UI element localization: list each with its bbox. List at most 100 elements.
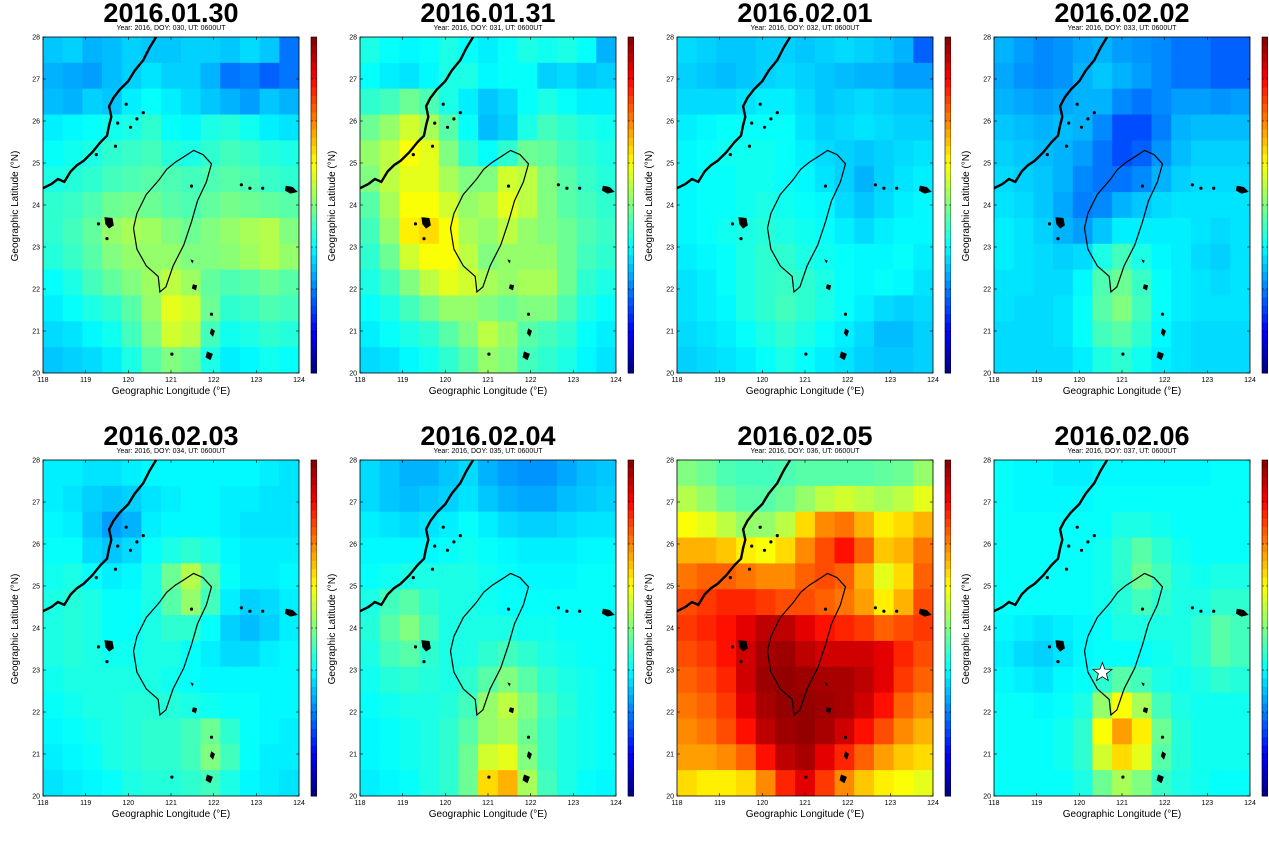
- taiwan-coastline: [766, 149, 847, 294]
- heatmap-cell: [696, 460, 717, 487]
- colorbar-segment: [1262, 552, 1268, 562]
- heatmap-cell: [458, 770, 479, 796]
- green-island: [824, 682, 828, 687]
- heatmap-cell: [200, 114, 221, 141]
- islet: [769, 540, 773, 544]
- heatmap-cell: [596, 192, 616, 219]
- colorbar-segment: [945, 45, 951, 55]
- x-tick-label: 120: [756, 377, 768, 384]
- colorbar-segment: [628, 347, 634, 357]
- heatmap-cell: [834, 589, 855, 616]
- colorbar-segment: [628, 87, 634, 97]
- heatmap-cell: [1092, 37, 1113, 64]
- heatmap-cell: [677, 269, 698, 297]
- heatmap-cell: [1151, 511, 1172, 539]
- heatmap-cell: [677, 744, 698, 771]
- heatmap-cell: [834, 537, 855, 564]
- heatmap-cell: [854, 37, 875, 64]
- heatmap-cell: [1230, 692, 1250, 720]
- heatmap-cell: [1171, 166, 1192, 193]
- heatmap-cell: [360, 217, 381, 245]
- heatmap-cell: [161, 511, 182, 539]
- heatmap-cell: [537, 460, 558, 487]
- islet: [775, 534, 779, 538]
- colorbar-segment: [628, 728, 634, 738]
- x-tick-label: 119: [80, 800, 91, 807]
- green-island: [824, 259, 828, 264]
- panel-title: 2016.02.06: [1054, 421, 1190, 451]
- heatmap-cell: [279, 114, 299, 141]
- colorbar-segment: [1262, 695, 1268, 705]
- heatmap-cell: [379, 615, 400, 642]
- heatmap-cell: [775, 269, 796, 297]
- heatmap-cell: [596, 269, 616, 297]
- heatmap-cell: [913, 192, 933, 219]
- heatmap-cell: [755, 37, 777, 64]
- heatmap-cell: [43, 295, 64, 322]
- heatmap-cell: [696, 589, 717, 616]
- heatmap-cell: [994, 295, 1015, 322]
- heatmap-cell: [220, 347, 241, 373]
- islet: [843, 735, 848, 739]
- heatmap-cell: [1072, 140, 1094, 167]
- heatmap-cell: [854, 269, 875, 297]
- islet: [1056, 660, 1060, 664]
- heatmap-cell: [399, 511, 420, 539]
- heatmap-cell: [1072, 37, 1094, 64]
- heatmap-cell: [736, 166, 757, 193]
- heatmap-cell: [43, 770, 64, 796]
- colorbar-segment: [628, 745, 634, 755]
- heatmap-cell: [379, 217, 400, 245]
- heatmap-cell: [716, 114, 737, 141]
- heatmap-cell: [82, 347, 103, 373]
- colorbar-segment: [311, 460, 317, 469]
- heatmap-cell: [102, 615, 123, 642]
- colorbar-segment: [945, 468, 951, 478]
- colorbar-segment: [628, 230, 634, 240]
- heatmap-cell: [360, 62, 381, 90]
- x-tick-label: 119: [1031, 800, 1042, 807]
- heatmap-cell: [1151, 62, 1172, 90]
- heatmap-cell: [873, 770, 895, 796]
- heatmap-cell: [1190, 321, 1212, 348]
- heatmap-cell: [1112, 460, 1133, 487]
- y-axis-label: Geographic Latitude (°N): [961, 150, 972, 262]
- heatmap-cell: [478, 485, 499, 513]
- heatmap-cell: [360, 295, 381, 322]
- colorbar-segment: [945, 686, 951, 696]
- islet: [411, 153, 415, 157]
- colorbar-segment: [311, 678, 317, 688]
- colorbar-segment: [945, 493, 951, 503]
- heatmap-cell: [537, 692, 558, 720]
- heatmap-cell: [994, 88, 1015, 116]
- colorbar-segment: [628, 611, 634, 621]
- heatmap-cell: [517, 243, 538, 271]
- islet: [762, 548, 767, 552]
- islet: [113, 144, 118, 148]
- colorbar-segment: [1262, 661, 1268, 671]
- islet: [823, 184, 828, 188]
- x-tick-label: 119: [397, 377, 408, 384]
- y-tick-label: 22: [666, 710, 674, 717]
- heatmap-cell: [1151, 460, 1172, 487]
- heatmap-cell: [696, 692, 717, 720]
- colorbar-segment: [311, 247, 317, 256]
- heatmap-cell: [1190, 666, 1212, 694]
- heatmap-cell: [200, 460, 221, 487]
- heatmap-cell: [279, 666, 299, 694]
- heatmap-cell: [994, 744, 1015, 771]
- panel-2016.01.30: 2016.01.30 Year: 2016, DOY: 030, UT: 0600…: [0, 0, 317, 423]
- heatmap-cell: [893, 114, 914, 141]
- heatmap-cell: [537, 347, 558, 373]
- y-tick-label: 26: [666, 119, 674, 126]
- colorbar-segment: [628, 314, 634, 324]
- heatmap-cell: [141, 692, 162, 720]
- colorbar-segment: [311, 297, 317, 307]
- heatmap-cell: [1033, 217, 1054, 245]
- heatmap-cell: [716, 744, 737, 771]
- colorbar-segment: [1262, 569, 1268, 579]
- heatmap: [994, 460, 1250, 796]
- colorbar-segment: [628, 527, 634, 537]
